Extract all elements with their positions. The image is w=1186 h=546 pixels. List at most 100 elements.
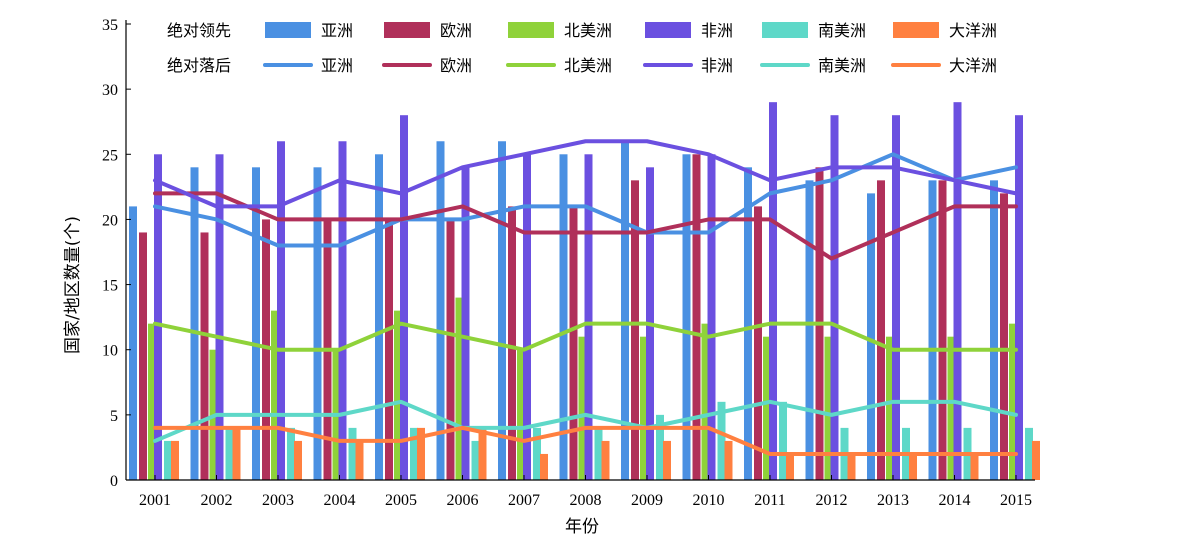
legend-bar-swatch [384,22,430,38]
y-tick-label: 20 [102,212,118,229]
y-axis-title: 国家/地区数量(个) [63,216,83,354]
bar-2-2011 [763,336,771,480]
bar-4-2009 [656,414,664,480]
legend-group-label-bars: 绝对领先 [167,21,231,40]
bar-3-2012 [830,115,839,480]
bar-4-2003 [287,427,295,480]
y-tick-label: 30 [102,82,118,99]
legend-line-label: 北美洲 [564,56,612,75]
bar-3-2001 [154,154,162,481]
y-tick-label: 10 [102,343,118,360]
line-series-4 [153,399,1018,443]
bar-4-2011 [779,401,787,480]
bar-1-2003 [262,219,270,480]
bar-1-2010 [692,154,701,481]
bar-2-2013 [886,336,894,480]
legend-line-label: 欧洲 [440,56,472,75]
bar-5-2005 [417,427,425,480]
plot-area: 0 5 10 15 20 25 30 35 2001 2002 2003 2004 2005 2006 20… [102,17,1040,509]
x-tick-label: 2005 [385,492,417,509]
bar-1-2007 [508,206,516,480]
bar-5-2006 [478,427,487,480]
bar-2-2012 [824,336,833,480]
line-series-5 [153,425,1018,456]
bar-1-2011 [754,206,762,480]
bar-2-2015 [1009,323,1017,480]
x-tick-label: 2004 [324,492,356,509]
bar-2-2001 [148,323,156,480]
bar-3-2007 [523,154,531,481]
x-tick-label: 2002 [201,492,233,509]
legend-bar-label: 南美洲 [818,21,866,40]
x-tick-label: 2012 [816,492,848,509]
bar-2-2008 [578,336,587,480]
bar-4-2006 [471,440,480,480]
bar-0-2014 [928,180,937,481]
bar-5-2011 [786,453,794,480]
bar-0-2005 [375,154,383,481]
bar-5-2007 [540,453,548,480]
bar-0-2001 [129,206,137,480]
bar-0-2010 [682,154,691,481]
line-series-2 [153,321,1018,352]
legend-bar-swatch [762,22,808,38]
bar-5-2002 [232,427,241,480]
bar-4-2008 [594,427,603,480]
bar-5-2008 [601,440,610,480]
bar-3-2008 [584,154,593,481]
bar-1-2005 [385,219,393,480]
bar-3-2011 [769,102,777,481]
x-tick-label: 2011 [754,492,785,509]
line-series-3 [153,139,1018,209]
line-series-0 [153,152,1018,248]
x-tick-label: 2014 [939,492,971,509]
x-tick-label: 2009 [631,492,663,509]
bar-4-2010 [717,401,726,480]
bar-5-2001 [171,440,179,480]
x-tick-label: 2008 [570,492,602,509]
legend-line-label: 非洲 [701,56,733,75]
bar-1-2014 [938,180,947,481]
bar-2-2003 [271,310,279,480]
y-tick-label: 35 [102,17,118,34]
bar-3-2005 [400,115,408,480]
bar-2-2009 [640,336,648,480]
legend-bar-label: 亚洲 [321,21,353,40]
bar-0-2015 [990,180,998,481]
x-tick-label: 2006 [447,492,479,509]
bar-1-2001 [139,232,147,480]
bar-4-2002 [225,427,234,480]
legend-bar-label: 非洲 [701,21,733,40]
bar-1-2015 [1000,193,1008,480]
bar-0-2006 [436,141,445,480]
bar-3-2006 [461,167,470,481]
bar-4-2015 [1025,427,1033,480]
x-tick-label: 2007 [508,492,540,509]
y-tick-label: 5 [110,408,118,425]
bar-4-2001 [164,440,172,480]
y-tick-label: 25 [102,147,118,164]
bar-3-2010 [707,154,716,481]
bar-0-2004 [313,167,322,481]
bar-5-2009 [663,440,671,480]
bar-5-2003 [294,440,302,480]
bar-1-2009 [631,180,639,481]
bar-0-2007 [498,141,506,480]
bar-1-2006 [446,219,455,480]
x-tick-label: 2013 [877,492,909,509]
bar-4-2005 [410,427,418,480]
legend-bar-label: 欧洲 [440,21,472,40]
legend-line-label: 大洋洲 [949,56,997,75]
bar-0-2003 [252,167,260,481]
y-tick-label: 0 [110,473,118,490]
bar-1-2002 [200,232,209,480]
bar-3-2015 [1015,115,1023,480]
x-tick-label: 2003 [262,492,294,509]
bar-0-2009 [621,141,629,480]
bar-2-2006 [455,297,464,480]
x-tick-label: 2010 [693,492,725,509]
legend-bar-label: 北美洲 [564,21,612,40]
bar-2-2005 [394,310,402,480]
legend-bar-swatch [893,22,939,38]
bar-3-2014 [953,102,962,481]
